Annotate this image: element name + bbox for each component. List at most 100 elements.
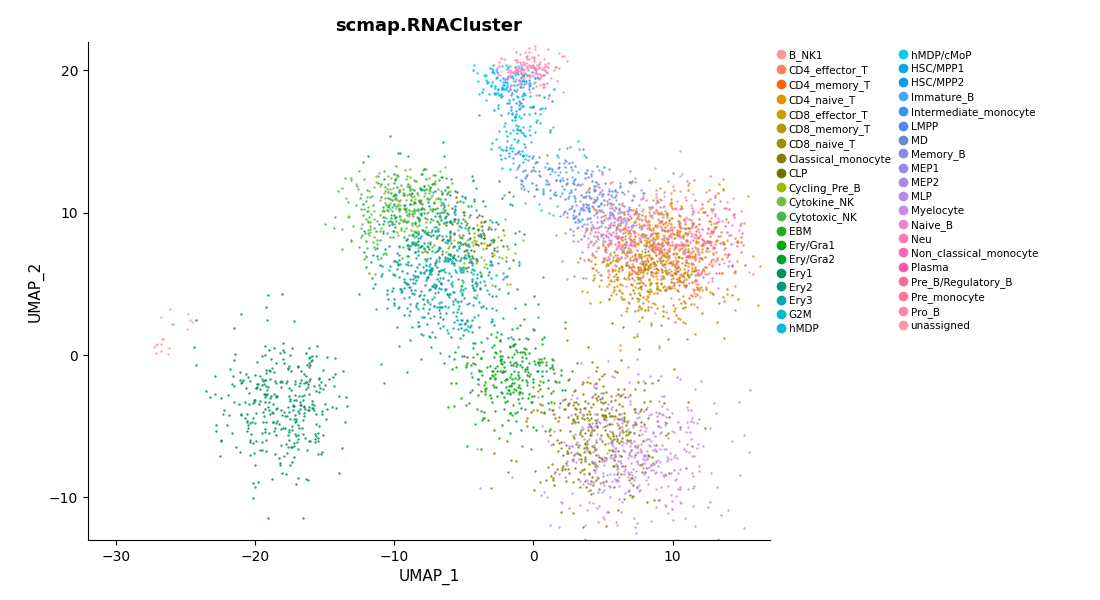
- Point: [585, 204, 603, 214]
- Point: [614, 415, 631, 425]
- Point: [490, 103, 507, 112]
- Point: [436, 256, 453, 266]
- Point: [508, 92, 526, 101]
- Point: [682, 229, 700, 238]
- Point: [606, 412, 624, 421]
- Point: [262, 355, 279, 364]
- Point: [703, 289, 720, 298]
- Point: [616, 227, 634, 237]
- Point: [546, 190, 563, 199]
- Point: [565, 213, 583, 223]
- Point: [500, 428, 518, 438]
- Point: [506, 228, 524, 238]
- Point: [405, 289, 422, 299]
- Point: [613, 425, 630, 435]
- Point: [698, 277, 716, 286]
- Point: [395, 188, 412, 198]
- Point: [424, 246, 441, 256]
- Point: [289, 420, 307, 430]
- Point: [351, 242, 369, 252]
- Point: [586, 227, 604, 237]
- Point: [283, 442, 300, 452]
- Point: [596, 455, 614, 464]
- Point: [676, 302, 694, 312]
- Point: [579, 233, 596, 242]
- Point: [381, 220, 398, 230]
- Point: [254, 351, 272, 361]
- Point: [472, 484, 490, 493]
- Point: [609, 214, 627, 223]
- Point: [631, 444, 649, 454]
- Point: [696, 207, 714, 217]
- Point: [620, 274, 638, 284]
- Point: [610, 428, 628, 437]
- Point: [389, 185, 407, 195]
- Point: [669, 259, 686, 268]
- Point: [425, 204, 442, 214]
- Point: [249, 379, 266, 389]
- Point: [309, 436, 327, 446]
- Point: [629, 283, 647, 293]
- Point: [510, 373, 528, 382]
- Point: [430, 305, 448, 314]
- Point: [472, 232, 490, 241]
- Point: [566, 196, 584, 206]
- Point: [265, 389, 283, 399]
- Point: [644, 259, 661, 268]
- Point: [575, 434, 593, 444]
- Point: [651, 458, 669, 467]
- Point: [639, 453, 657, 463]
- Point: [436, 301, 453, 310]
- Point: [376, 198, 394, 208]
- Point: [464, 344, 482, 353]
- Point: [661, 218, 679, 228]
- Point: [527, 157, 544, 167]
- Point: [662, 194, 680, 204]
- Point: [570, 136, 587, 146]
- Point: [652, 247, 670, 257]
- Point: [673, 259, 691, 268]
- Point: [519, 155, 537, 165]
- Point: [508, 124, 526, 133]
- Point: [453, 281, 471, 290]
- Point: [532, 340, 550, 349]
- Point: [604, 264, 622, 274]
- Point: [431, 312, 449, 322]
- Point: [556, 323, 573, 333]
- Point: [512, 320, 529, 329]
- Point: [644, 203, 661, 212]
- Point: [518, 54, 536, 64]
- Point: [525, 405, 542, 415]
- Point: [351, 193, 369, 202]
- Point: [667, 475, 684, 485]
- Point: [581, 448, 598, 457]
- Point: [312, 377, 330, 386]
- Point: [503, 146, 520, 156]
- Point: [405, 238, 422, 248]
- Point: [416, 247, 433, 256]
- Point: [381, 199, 398, 208]
- Point: [271, 453, 288, 463]
- Point: [594, 241, 612, 250]
- Point: [562, 410, 580, 419]
- Point: [682, 247, 700, 257]
- Point: [232, 378, 250, 388]
- Point: [616, 464, 634, 474]
- Point: [493, 91, 510, 101]
- Point: [636, 256, 653, 266]
- Point: [679, 268, 696, 277]
- Point: [524, 63, 541, 73]
- Point: [658, 248, 675, 258]
- Point: [398, 172, 416, 181]
- Point: [546, 413, 563, 423]
- Point: [296, 411, 314, 421]
- Point: [712, 227, 729, 237]
- Point: [576, 535, 594, 544]
- Point: [449, 217, 466, 226]
- Point: [654, 235, 672, 244]
- Point: [469, 240, 486, 250]
- Point: [438, 326, 455, 335]
- Point: [302, 403, 320, 413]
- Point: [642, 517, 660, 526]
- Point: [274, 377, 292, 386]
